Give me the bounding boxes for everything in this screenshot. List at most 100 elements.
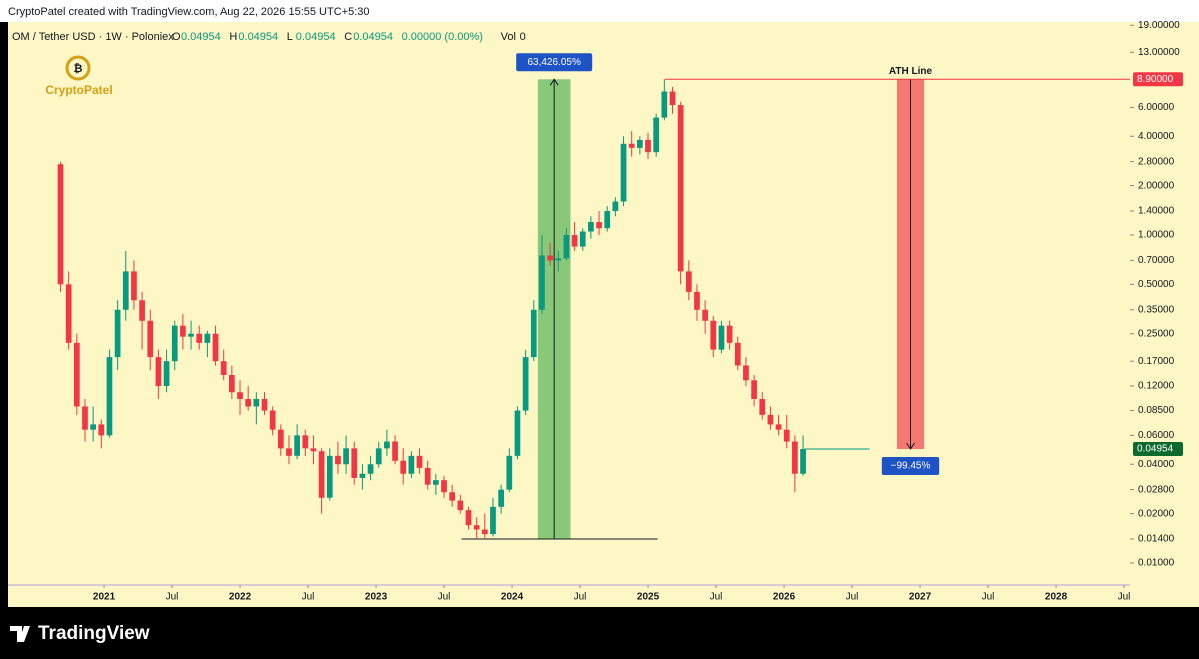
candle-body <box>318 451 325 498</box>
ohlc-key: C <box>344 31 352 43</box>
candle-body <box>122 271 129 310</box>
ohlc-value: 0.04954 <box>238 31 278 43</box>
y-tick-label: 0.02000 <box>1138 508 1175 519</box>
candle-body <box>571 234 578 247</box>
candle-body <box>490 506 496 535</box>
x-tick-label: 2026 <box>773 592 796 603</box>
candle-body <box>449 492 456 501</box>
y-tick-label: 0.25000 <box>1138 328 1175 339</box>
candle-body <box>530 309 537 358</box>
candle-body <box>612 201 619 212</box>
symbol: OM / Tether USD · 1W · Poloniex <box>12 31 174 43</box>
x-tick-label: Jul <box>982 592 995 603</box>
x-tick-label: Jul <box>166 592 179 603</box>
candle-body <box>204 333 211 343</box>
y-tick-label: 0.08500 <box>1138 405 1175 416</box>
candle-body <box>261 398 268 411</box>
footer-brand: TradingView <box>38 623 150 644</box>
candle-body <box>637 139 643 148</box>
candle-body <box>98 424 105 436</box>
y-tick-label: 4.00000 <box>1138 131 1175 142</box>
y-tick-label: 0.02800 <box>1138 484 1175 495</box>
candle-body <box>653 117 660 153</box>
candle-body <box>384 441 390 449</box>
candle-body <box>424 467 431 485</box>
measure-label: 63,426.05% <box>527 57 580 68</box>
y-tick-label: 6.00000 <box>1138 102 1175 113</box>
ohlc-key: O <box>172 31 181 43</box>
y-tick-label: 0.04000 <box>1138 459 1175 470</box>
x-tick-label: 2024 <box>501 592 524 603</box>
y-tick-label: 0.35000 <box>1138 304 1175 315</box>
y-tick-label: 0.06000 <box>1138 430 1175 441</box>
candle-body <box>229 375 235 393</box>
candle-body <box>734 342 741 366</box>
candle-body <box>522 357 529 411</box>
candle-body <box>131 271 137 301</box>
y-tick-label: 0.01400 <box>1138 534 1175 545</box>
candle-body <box>669 91 676 106</box>
y-tick-label: 0.12000 <box>1138 381 1175 392</box>
candle-body <box>392 441 398 461</box>
candle-body <box>212 333 219 362</box>
candle-body <box>269 410 276 430</box>
ohlc-key: L <box>287 31 293 43</box>
candle-body <box>237 392 243 399</box>
y-tick-label: 13.00000 <box>1138 47 1180 58</box>
y-tick-label: 0.17000 <box>1138 356 1175 367</box>
candle-body <box>180 325 186 337</box>
candle-body <box>335 455 341 465</box>
candle-body <box>139 300 145 321</box>
footer <box>0 607 1199 659</box>
candle-body <box>367 464 374 474</box>
candle-body <box>277 429 284 449</box>
y-tick-label: 19.00000 <box>1138 20 1180 31</box>
candle-body <box>694 291 700 310</box>
y-tick-label: 1.00000 <box>1138 230 1175 241</box>
candle-body <box>767 414 774 425</box>
x-tick-label: 2025 <box>637 592 660 603</box>
candle-body <box>628 143 635 148</box>
candle-body <box>563 234 570 259</box>
candle-body <box>677 105 684 272</box>
arrow-head <box>549 78 559 86</box>
x-tick-label: Jul <box>302 592 315 603</box>
x-tick-label: 2021 <box>93 592 116 603</box>
candle-body <box>302 435 309 449</box>
x-tick-label: Jul <box>710 592 723 603</box>
candle-body <box>196 333 203 343</box>
measure-label-box <box>881 457 940 476</box>
candle-body <box>751 380 757 399</box>
candle-body <box>310 448 317 452</box>
candle-body <box>588 222 594 232</box>
candle-body <box>416 455 423 468</box>
x-tick-label: Jul <box>438 592 451 603</box>
candle-body <box>506 455 513 490</box>
candle-body <box>155 357 162 387</box>
y-tick-label: 0.50000 <box>1138 279 1175 290</box>
price-tag-label: 8.90000 <box>1137 74 1174 85</box>
x-tick-label: 2027 <box>909 592 932 603</box>
x-tick-label: 2028 <box>1045 592 1068 603</box>
candle-body <box>498 489 504 507</box>
ohlc-key: H <box>229 31 237 43</box>
candle-body <box>726 325 733 343</box>
candle-body <box>604 211 611 229</box>
credit: CryptoPatel created with TradingView.com… <box>8 6 370 18</box>
ath-label: ATH Line <box>889 66 933 77</box>
candle-body <box>147 320 154 358</box>
candle-body <box>57 164 64 285</box>
measure-label-box <box>516 53 593 72</box>
y-tick-label: 2.80000 <box>1138 156 1175 167</box>
candle-body <box>351 448 358 478</box>
candle-body <box>408 455 415 474</box>
candle-body <box>253 398 260 407</box>
candle-body <box>73 342 80 407</box>
candle-body <box>163 361 170 387</box>
candle-body <box>90 424 96 430</box>
candle-body <box>326 455 333 498</box>
x-tick-label: Jul <box>1118 592 1131 603</box>
candle-body <box>359 473 366 478</box>
